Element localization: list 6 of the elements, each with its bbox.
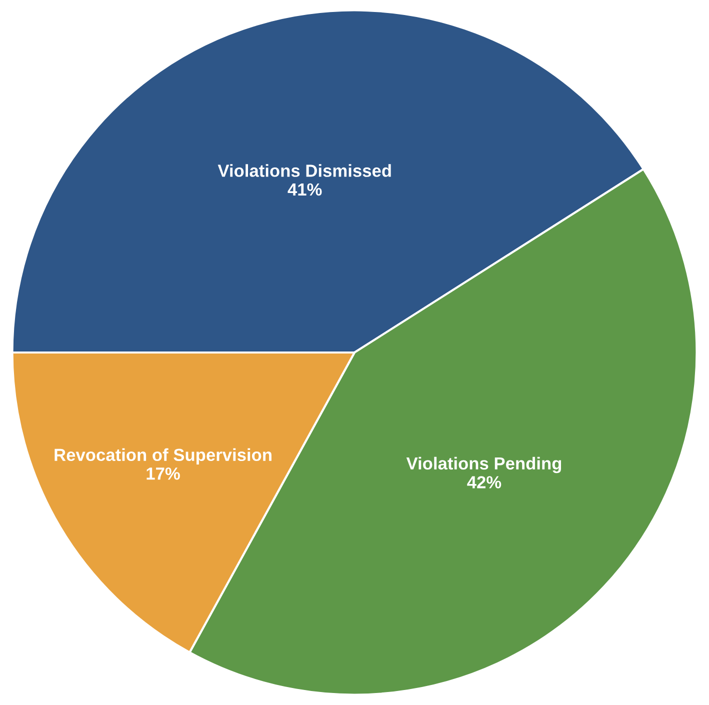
slice-label: Revocation of Supervision [54, 448, 272, 464]
data-label: 42% [467, 476, 502, 488]
slice-label: Violations Pending [406, 456, 562, 474]
data-label: 17% [146, 467, 180, 480]
data-label: 41% [288, 183, 322, 196]
slice-label: Violations Dismissed [218, 164, 391, 177]
